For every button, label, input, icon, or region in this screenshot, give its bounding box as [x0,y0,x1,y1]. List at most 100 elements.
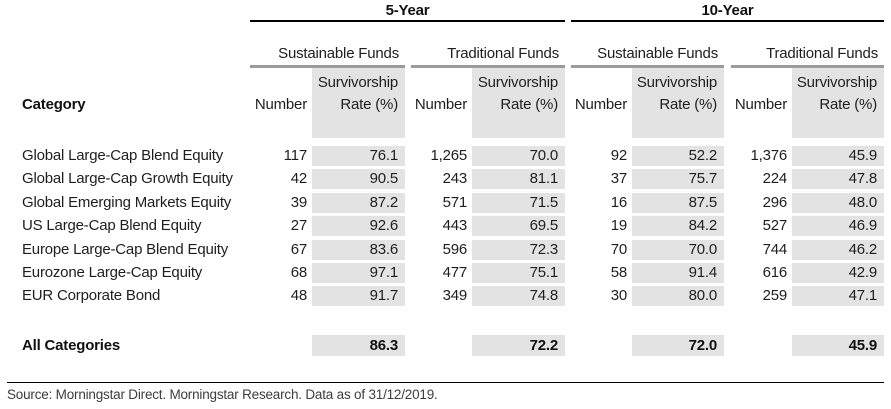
summary-rate-5y-traditional: 72.2 [472,335,565,357]
cell-number-10y-traditional: 224 [762,170,788,188]
row-category: Global Emerging Markets Equity [22,193,232,211]
cell-rate-5y-traditional: 71.5 [472,192,565,213]
cell-number-10y-sustainable: 70 [610,240,627,258]
row-category: Global Large-Cap Growth Equity [22,170,233,188]
header-body-gap [22,138,891,146]
number-column-header: Number [734,96,787,113]
table-row: Global Large-Cap Blend Equity 117 76.1 1… [22,146,884,166]
row-category: EUR Corporate Bond [22,287,161,305]
row-category: US Large-Cap Blend Equity [22,217,202,235]
cell-number-10y-traditional: 527 [762,217,788,235]
rate-column-header: Survivorship Rate (%) [472,68,565,138]
rate-header-line2: Rate (%) [819,96,877,113]
table-row: Eurozone Large-Cap Equity 68 97.1 477 75… [22,262,884,283]
cell-number-10y-sustainable: 37 [610,170,627,188]
cell-number-5y-sustainable: 48 [290,287,307,305]
cell-number-5y-traditional: 596 [442,240,468,258]
cell-rate-5y-sustainable: 76.1 [312,146,405,166]
group-header-10y-sustainable: Sustainable Funds [571,46,724,68]
cell-number-5y-sustainable: 27 [290,217,307,235]
row-category: Eurozone Large-Cap Equity [22,263,203,281]
table-row: Global Large-Cap Growth Equity 42 90.5 2… [22,169,884,190]
column-header-row: Category Number Survivorship Rate (%) Nu… [22,68,884,138]
cell-rate-5y-sustainable: 97.1 [312,262,405,283]
cell-number-5y-traditional: 443 [442,217,468,235]
cell-number-5y-sustainable: 67 [290,240,307,258]
cell-number-10y-sustainable: 30 [610,287,627,305]
summary-label: All Categories [22,337,121,355]
cell-number-10y-sustainable: 16 [610,193,627,211]
table-row: EUR Corporate Bond 48 91.7 349 74.8 30 8… [22,286,884,307]
source-note: Source: Morningstar Direct. Morningstar … [7,387,438,403]
cell-number-5y-traditional: 477 [442,263,468,281]
row-category: Global Large-Cap Blend Equity [22,147,223,164]
table-row: US Large-Cap Blend Equity 27 92.6 443 69… [22,216,884,237]
rate-column-header: Survivorship Rate (%) [312,68,405,138]
category-column-header: Category [22,96,86,113]
cell-rate-5y-traditional: 72.3 [472,239,565,260]
cell-rate-10y-traditional: 46.2 [792,239,884,260]
cell-number-5y-sustainable: 68 [290,263,307,281]
cell-number-10y-sustainable: 92 [610,147,627,164]
cell-rate-5y-traditional: 74.8 [472,286,565,307]
cell-rate-10y-sustainable: 70.0 [632,239,724,260]
number-column-header: Number [414,96,467,113]
cell-rate-5y-traditional: 75.1 [472,262,565,283]
group-header-10y-traditional: Traditional Funds [731,46,884,68]
cell-number-5y-traditional: 349 [442,287,468,305]
cell-number-10y-traditional: 296 [762,193,788,211]
cell-rate-10y-traditional: 47.1 [792,286,884,307]
cell-rate-10y-sustainable: 91.4 [632,262,724,283]
group-header-5y-sustainable: Sustainable Funds [250,46,405,68]
rate-header-line1: Survivorship [636,74,717,91]
cell-number-5y-sustainable: 42 [290,170,307,188]
cell-number-10y-traditional: 259 [762,287,788,305]
cell-rate-10y-sustainable: 52.2 [632,146,724,166]
period-header-5-year: 5-Year [250,3,565,22]
cell-number-5y-sustainable: 117 [283,147,308,164]
fund-group-header-row: Sustainable Funds Traditional Funds Sust… [22,46,884,68]
period-header-row: 5-Year 10-Year [22,3,884,22]
cell-rate-5y-traditional: 69.5 [472,216,565,237]
cell-number-5y-traditional: 243 [442,170,468,188]
rate-header-line1: Survivorship [317,74,398,91]
cell-number-5y-sustainable: 39 [290,193,307,211]
cell-number-10y-traditional: 616 [762,263,788,281]
table-row: Global Emerging Markets Equity 39 87.2 5… [22,192,884,213]
cell-rate-5y-traditional: 70.0 [472,146,565,166]
cell-rate-10y-sustainable: 84.2 [632,216,724,237]
period-header-10-year: 10-Year [571,3,884,22]
cell-rate-5y-sustainable: 87.2 [312,192,405,213]
cell-number-10y-traditional: 744 [762,240,788,258]
group-header-5y-traditional: Traditional Funds [411,46,565,68]
cell-rate-10y-sustainable: 80.0 [632,286,724,307]
cell-number-10y-sustainable: 58 [610,263,627,281]
cell-rate-10y-traditional: 46.9 [792,216,884,237]
row-category: Europe Large-Cap Blend Equity [22,240,229,258]
cell-rate-10y-sustainable: 87.5 [632,192,724,213]
rate-header-line1: Survivorship [796,74,877,91]
rate-header-line2: Rate (%) [340,96,398,113]
number-column-header: Number [574,96,627,113]
table-row: Europe Large-Cap Blend Equity 67 83.6 59… [22,239,884,260]
rate-column-header: Survivorship Rate (%) [792,68,884,138]
summary-rate-10y-sustainable: 72.0 [632,335,724,357]
cell-rate-5y-traditional: 81.1 [472,169,565,190]
cell-rate-5y-sustainable: 83.6 [312,239,405,260]
cell-rate-10y-traditional: 42.9 [792,262,884,283]
rate-column-header: Survivorship Rate (%) [632,68,724,138]
summary-rate-5y-sustainable: 86.3 [312,335,405,357]
cell-rate-10y-traditional: 47.8 [792,169,884,190]
cell-number-5y-traditional: 1,265 [430,147,467,164]
rate-header-line1: Survivorship [477,74,558,91]
cell-rate-5y-sustainable: 90.5 [312,169,405,190]
cell-rate-5y-sustainable: 92.6 [312,216,405,237]
footer-rule [7,382,884,384]
rate-header-line2: Rate (%) [659,96,717,113]
cell-number-10y-sustainable: 19 [610,217,627,235]
cell-rate-10y-sustainable: 75.7 [632,169,724,190]
number-column-header: Number [254,96,307,113]
summary-row: All Categories 86.3 72.2 72.0 45.9 [22,335,884,357]
cell-rate-5y-sustainable: 91.7 [312,286,405,307]
